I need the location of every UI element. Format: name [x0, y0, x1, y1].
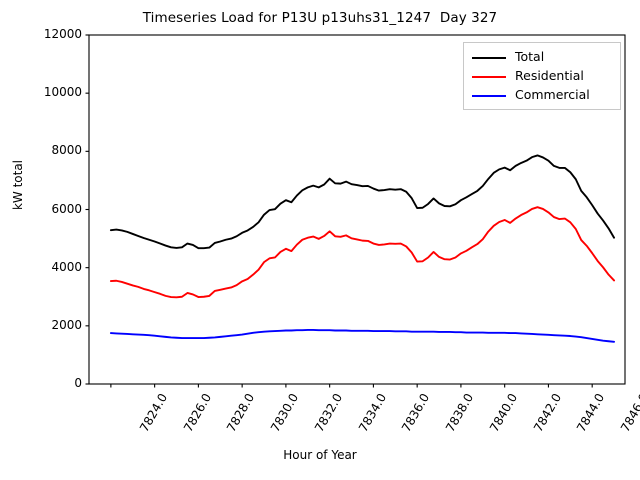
y-tick-label: 4000: [51, 259, 82, 274]
series-line-residential: [109, 206, 616, 299]
legend-label: Residential: [515, 68, 584, 84]
y-tick-label: 2000: [51, 317, 82, 332]
y-tick-label: 6000: [51, 201, 82, 216]
y-tick-label: 0: [74, 376, 82, 390]
legend-item-residential[interactable]: Residential: [472, 67, 612, 86]
legend-line-swatch: [472, 94, 506, 97]
legend-label: Total: [515, 49, 545, 65]
y-tick-label: 8000: [51, 143, 82, 158]
series-line-total: [109, 154, 616, 250]
legend: Total Residential Commercial: [463, 42, 621, 110]
tick-marks: [85, 34, 593, 388]
series-line-commercial: [109, 328, 616, 343]
chart-title: Timeseries Load for P13U p13uhs31_1247 D…: [142, 10, 498, 26]
y-tick-label: 12000: [43, 27, 82, 41]
legend-label: Commercial: [515, 87, 590, 103]
legend-line-swatch: [472, 56, 506, 59]
legend-line-swatch: [472, 75, 506, 78]
y-axis-label: kW total: [11, 159, 25, 211]
data-series: [109, 154, 616, 343]
y-tick-label: 10000: [43, 85, 82, 100]
legend-item-total[interactable]: Total: [472, 48, 612, 67]
x-axis-label: Hour of Year: [283, 448, 357, 462]
legend-item-commercial[interactable]: Commercial: [472, 86, 612, 105]
